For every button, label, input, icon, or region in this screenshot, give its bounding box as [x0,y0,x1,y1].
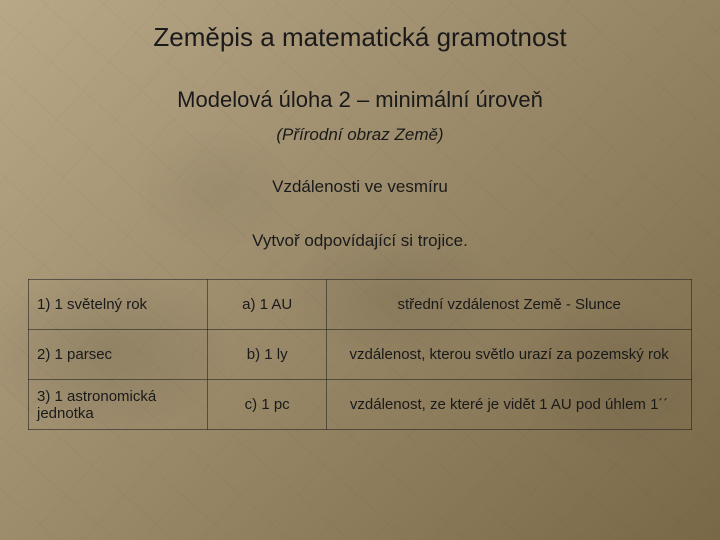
cell-symbol: a) 1 AU [208,280,327,330]
slide-title: Zeměpis a matematická gramotnost [28,22,692,53]
section-heading: Vzdálenosti ve vesmíru [28,177,692,197]
table-row: 1) 1 světelný rok a) 1 AU střední vzdále… [29,280,692,330]
slide-content: Zeměpis a matematická gramotnost Modelov… [0,0,720,540]
table-row: 3) 1 astronomická jednotka c) 1 pc vzdál… [29,380,692,430]
cell-symbol: b) 1 ly [208,330,327,380]
cell-definition: střední vzdálenost Země - Slunce [327,280,692,330]
instruction-text: Vytvoř odpovídající si trojice. [28,231,692,251]
cell-unit: 3) 1 astronomická jednotka [29,380,208,430]
cell-definition: vzdálenost, ze které je vidět 1 AU pod ú… [327,380,692,430]
cell-unit: 1) 1 světelný rok [29,280,208,330]
cell-unit: 2) 1 parsec [29,330,208,380]
cell-definition: vzdálenost, kterou světlo urazí za pozem… [327,330,692,380]
table-row: 2) 1 parsec b) 1 ly vzdálenost, kterou s… [29,330,692,380]
cell-symbol: c) 1 pc [208,380,327,430]
slide-subtitle: Modelová úloha 2 – minimální úroveň [28,87,692,113]
context-line: (Přírodní obraz Země) [28,125,692,145]
triples-table: 1) 1 světelný rok a) 1 AU střední vzdále… [28,279,692,430]
